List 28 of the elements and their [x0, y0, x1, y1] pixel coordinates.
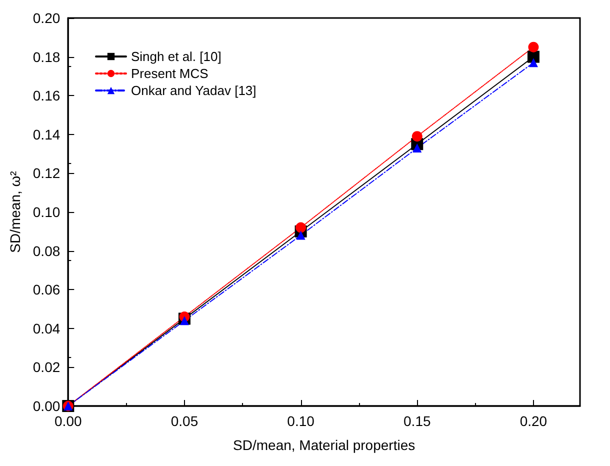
- y-tick-label: 0.20: [32, 10, 60, 26]
- legend-label: Onkar and Yadav [13]: [131, 83, 256, 98]
- y-tick-label: 0.10: [32, 204, 60, 220]
- y-tick-label: 0.04: [32, 320, 60, 336]
- point: [412, 143, 422, 152]
- y-tick-label: 0.06: [32, 282, 60, 298]
- point: [296, 222, 306, 233]
- legend-label: Singh et al. [10]: [131, 49, 222, 64]
- y-tick-label: 0.12: [32, 165, 60, 182]
- x-tick-label: 0.05: [170, 413, 198, 429]
- y-tick-label: 0.18: [32, 48, 60, 65]
- x-tick-label: 0.20: [520, 413, 548, 429]
- y-tick-label: 0.08: [32, 242, 60, 259]
- y-axis-title: SD/mean, ω²: [7, 170, 23, 253]
- point: [296, 230, 306, 240]
- point: [412, 131, 422, 142]
- y-tick-label: 0.14: [32, 126, 60, 142]
- x-tick-label: 0.10: [287, 413, 315, 429]
- x-axis-title: SD/mean, Material properties: [233, 437, 416, 453]
- x-tick-label: 0.15: [404, 413, 431, 429]
- y-tick-label: 0.16: [32, 88, 60, 104]
- y-tick-label: 0.00: [32, 398, 60, 414]
- point: [528, 58, 538, 68]
- x-tick-label: 0.00: [54, 413, 82, 429]
- y-tick-label: 0.02: [32, 359, 60, 376]
- point: [528, 42, 539, 52]
- point: [180, 316, 189, 326]
- legend-label: Present MCS: [131, 66, 209, 81]
